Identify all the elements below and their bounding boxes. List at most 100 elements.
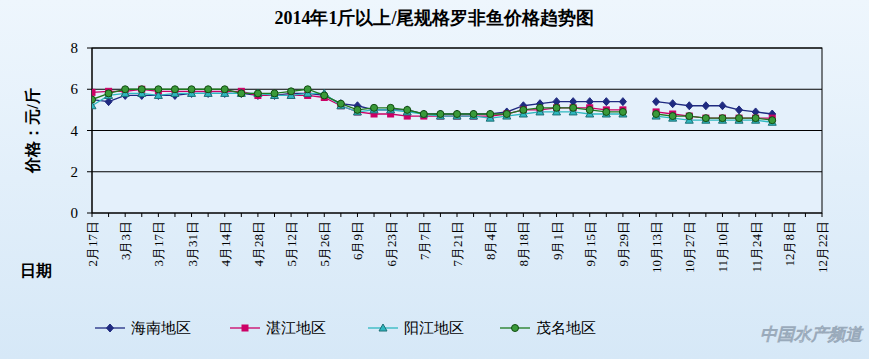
point — [603, 108, 610, 115]
point — [105, 90, 112, 97]
y-tick — [87, 171, 92, 172]
x-tick — [407, 213, 408, 217]
point — [387, 104, 394, 111]
point — [586, 106, 593, 113]
x-tick — [158, 213, 159, 217]
x-tick — [622, 213, 623, 217]
point — [570, 104, 577, 111]
point — [288, 88, 295, 95]
x-tick-label: 3月31日 — [185, 221, 200, 267]
x-tick — [241, 213, 242, 217]
point — [470, 110, 477, 118]
point — [619, 108, 626, 115]
point — [437, 111, 444, 118]
point — [454, 110, 461, 118]
x-tick — [191, 213, 192, 217]
point — [420, 110, 428, 117]
y-tick-label: 6 — [71, 81, 79, 97]
point — [520, 107, 526, 113]
x-tick-label: 7月21日 — [450, 221, 465, 267]
x-tick — [423, 213, 424, 217]
x-tick — [457, 213, 458, 217]
grid-line — [92, 130, 822, 131]
x-tick — [473, 213, 474, 217]
point — [420, 111, 427, 118]
point — [171, 86, 178, 93]
point — [354, 106, 361, 113]
point — [371, 104, 378, 111]
x-tick — [307, 213, 308, 217]
point — [504, 111, 510, 117]
x-tick-label: 11月10日 — [715, 221, 730, 273]
point — [454, 111, 461, 118]
x-tick — [208, 213, 209, 217]
x-tick — [291, 213, 292, 217]
legend-marker — [242, 325, 248, 331]
x-tick — [125, 213, 126, 217]
plot-frame — [92, 48, 822, 213]
y-tick — [87, 130, 92, 131]
point — [554, 105, 560, 111]
x-tick — [374, 213, 375, 217]
legend-marker — [512, 325, 519, 332]
point — [570, 105, 576, 111]
x-tick — [573, 213, 574, 217]
y-tick — [87, 213, 92, 214]
point — [188, 86, 195, 93]
x-tick — [739, 213, 740, 217]
x-tick-label: 9月15日 — [583, 221, 598, 267]
point — [686, 113, 692, 119]
x-tick — [490, 213, 491, 217]
y-axis — [92, 48, 93, 213]
x-tick — [340, 213, 341, 217]
x-tick-label: 7月7日 — [417, 221, 432, 260]
x-tick-label: 8月4日 — [483, 221, 498, 260]
x-axis-label: 日期 — [20, 262, 52, 279]
legend-label: 阳江地区 — [404, 320, 464, 336]
point — [669, 100, 676, 108]
point — [271, 90, 278, 97]
x-tick — [556, 213, 557, 217]
x-tick — [606, 213, 607, 217]
x-tick — [805, 213, 806, 217]
point — [337, 100, 344, 108]
x-tick — [722, 213, 723, 217]
point — [337, 100, 344, 107]
point — [155, 86, 162, 93]
legend: 海南地区湛江地区阳江地区茂名地区 — [95, 320, 596, 336]
legend-label: 湛江地区 — [266, 320, 326, 336]
y-axis-label: 价格：元/斤 — [24, 88, 41, 173]
watermark: 中国水产频道 — [760, 325, 864, 344]
point — [420, 110, 427, 118]
x-tick-label: 5月26日 — [317, 221, 332, 267]
point — [205, 86, 212, 93]
point — [719, 115, 725, 121]
point — [653, 98, 660, 106]
point — [470, 111, 477, 118]
y-tick — [87, 48, 92, 49]
point — [702, 102, 709, 110]
y-tick-label: 0 — [71, 205, 79, 221]
point — [487, 111, 494, 118]
point — [603, 98, 610, 106]
x-tick — [141, 213, 142, 217]
point — [138, 86, 145, 93]
chart: 2014年1斤以上/尾规格罗非鱼价格趋势图02468价格：元/斤2月17日3月3… — [0, 0, 869, 359]
point — [653, 111, 660, 118]
x-tick — [705, 213, 706, 217]
x-tick-label: 4月28日 — [251, 221, 266, 267]
y-tick-label: 8 — [71, 40, 79, 56]
point — [92, 96, 96, 103]
point — [686, 102, 693, 110]
point — [536, 104, 543, 111]
point — [736, 115, 742, 121]
series-line — [92, 93, 772, 122]
point — [92, 89, 95, 95]
grid-line — [92, 171, 822, 172]
x-tick — [224, 213, 225, 217]
x-tick-label: 5月12日 — [284, 221, 299, 267]
point — [122, 86, 129, 93]
point — [702, 115, 709, 122]
point — [238, 89, 245, 97]
x-tick — [174, 213, 175, 217]
